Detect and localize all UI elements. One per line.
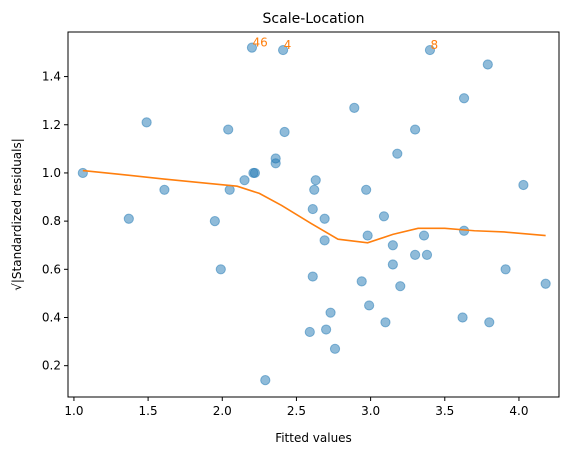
y-tick-label: 0.2: [42, 359, 61, 373]
x-tick-label: 2.0: [213, 404, 232, 418]
point-annotation: 46: [252, 36, 267, 50]
data-point: [518, 179, 529, 191]
data-point: [309, 184, 320, 195]
x-tick-label: 1.0: [64, 404, 83, 418]
data-point: [159, 184, 170, 195]
data-point: [484, 317, 495, 328]
data-point: [329, 343, 341, 354]
x-tick-label: 3.5: [435, 404, 454, 418]
data-point: [321, 324, 332, 335]
x-tick-label: 4.0: [509, 404, 528, 418]
lowess-line: [82, 169, 546, 244]
y-tick-label: 1.4: [42, 70, 61, 84]
data-point: [364, 300, 375, 311]
data-point: [410, 124, 421, 135]
data-point: [310, 175, 321, 186]
y-axis: 0.2 0.4 0.6 0.8 1.0 1.2 1.4: [42, 70, 68, 373]
data-point: [418, 230, 430, 241]
data-point: [319, 213, 330, 224]
data-point: [424, 44, 436, 56]
data-point: [260, 375, 271, 386]
data-point: [319, 235, 330, 246]
data-point: [304, 326, 315, 338]
data-point: [279, 126, 290, 138]
data-point: [392, 148, 403, 159]
data-point: [482, 59, 493, 70]
x-axis-label: Fitted values: [275, 431, 352, 445]
x-tick-label: 1.5: [139, 404, 158, 418]
chart-title: Scale-Location: [263, 11, 365, 27]
data-point: [387, 259, 398, 270]
data-point: [209, 216, 220, 227]
point-annotation: 8: [430, 38, 438, 52]
data-point: [141, 117, 152, 128]
data-point: [421, 249, 433, 260]
y-tick-label: 1.2: [42, 118, 61, 132]
y-tick-label: 0.4: [42, 310, 61, 324]
data-point: [356, 276, 367, 287]
x-tick-label: 2.5: [287, 404, 306, 418]
data-point: [223, 124, 234, 135]
y-axis-label: √|Standardized residuals|: [10, 138, 24, 291]
data-point: [307, 271, 318, 282]
data-point: [224, 184, 235, 195]
data-point: [380, 317, 391, 328]
y-tick-label: 0.6: [42, 262, 61, 276]
data-point: [277, 44, 289, 56]
data-point: [307, 203, 318, 215]
data-point: [395, 281, 406, 292]
y-tick-label: 0.8: [42, 214, 61, 228]
plot-area: 46 4 8: [77, 36, 551, 386]
data-point: [77, 167, 88, 179]
data-point: [540, 278, 551, 289]
axes-frame: [67, 31, 560, 398]
data-point: [239, 175, 250, 186]
data-point: [325, 307, 336, 318]
data-point: [387, 240, 398, 251]
data-point: [270, 153, 281, 164]
data-point: [500, 264, 511, 275]
data-point: [215, 264, 226, 275]
point-annotation: 4: [284, 38, 292, 52]
data-point: [362, 230, 373, 241]
data-point: [349, 102, 360, 113]
data-point: [249, 167, 261, 179]
data-point: [246, 42, 258, 53]
x-tick-label: 3.0: [361, 404, 380, 418]
data-point: [458, 93, 470, 104]
x-axis: 1.0 1.5 2.0 2.5 3.0 3.5 4.0: [64, 397, 528, 418]
data-point: [378, 211, 390, 222]
data-point: [410, 249, 421, 260]
y-tick-label: 1.0: [42, 166, 61, 180]
data-point: [361, 184, 372, 195]
data-point: [457, 312, 468, 323]
data-point: [123, 213, 134, 224]
